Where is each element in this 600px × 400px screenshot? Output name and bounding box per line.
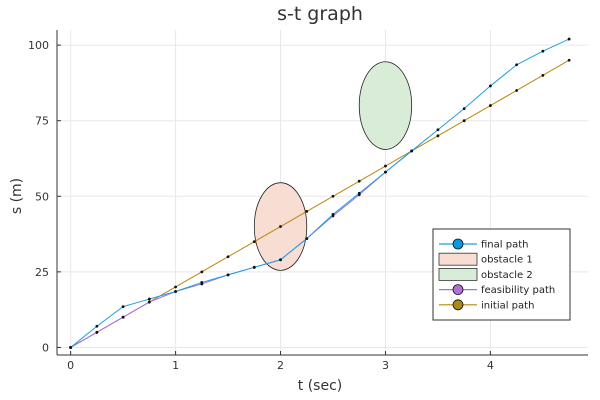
final-path-point-12 <box>384 170 387 174</box>
final-path-point-6 <box>226 273 230 277</box>
feasibility-path-point-2 <box>121 315 125 319</box>
legend-label-initial-path: initial path <box>481 300 534 311</box>
x-tick-label-4: 4 <box>487 359 494 372</box>
x-tick-label-3: 3 <box>382 359 389 372</box>
final-path-point-4 <box>174 290 177 293</box>
initial-path-point-19 <box>567 58 571 62</box>
y-tick-label-3: 75 <box>35 115 49 128</box>
x-tick-label-0: 0 <box>67 359 74 372</box>
legend-marker-feasibility-path <box>452 284 464 296</box>
final-path-point-19 <box>567 37 571 41</box>
legend-label-feasibility-path: feasibility path <box>481 285 555 296</box>
y-tick-label-4: 100 <box>28 39 49 52</box>
grid <box>57 30 588 355</box>
final-path-point-1 <box>95 324 99 328</box>
y-tick-label-0: 0 <box>42 341 49 354</box>
obstacle-2 <box>358 61 413 150</box>
final-path-point-8 <box>279 258 282 262</box>
final-path-point-9 <box>305 237 309 241</box>
initial-path-point-5 <box>200 270 204 274</box>
x-tick-label-1: 1 <box>172 359 179 372</box>
final-path-point-14 <box>436 128 440 132</box>
initial-path-point-6 <box>226 255 230 259</box>
y-tick-label-1: 25 <box>35 266 49 279</box>
initial-path-point-8 <box>279 225 282 228</box>
final-path-line <box>70 38 570 348</box>
final-path-point-16 <box>489 84 492 88</box>
final-path-point-7 <box>252 265 256 269</box>
y-axis-label: s (m) <box>9 178 25 214</box>
legend-marker-initial-path <box>452 299 464 311</box>
axes: 0 1 2 3 4 0 25 50 75 100 <box>28 30 588 372</box>
initial-path-point-16 <box>489 104 492 107</box>
initial-path-point-10 <box>331 194 335 198</box>
x-axis-label: t (sec) <box>298 378 342 394</box>
legend: final path obstacle 1 obstacle 2 feasibilit… <box>432 228 571 321</box>
final-path-point-11 <box>357 191 361 195</box>
legend-swatch-obstacle-1 <box>438 252 478 266</box>
series-layer <box>69 37 571 349</box>
initial-path-point-17 <box>515 89 519 92</box>
initial-path-point-15 <box>462 119 466 123</box>
legend-label-obstacle-2: obstacle 2 <box>481 270 533 281</box>
final-path-point-18 <box>541 49 545 53</box>
final-path-point-5 <box>200 281 204 284</box>
initial-path-point-9 <box>305 209 309 213</box>
final-path-point-2 <box>121 305 125 309</box>
legend-label-obstacle-1: obstacle 1 <box>481 255 533 266</box>
initial-path-point-18 <box>541 73 545 77</box>
feasibility-path-point-1 <box>95 330 99 334</box>
y-tick-label-2: 50 <box>35 190 49 203</box>
final-path-point-17 <box>515 63 519 67</box>
chart-title: s-t graph <box>277 3 363 25</box>
legend-swatch-obstacle-2 <box>438 267 478 281</box>
initial-path-line <box>70 59 570 348</box>
obstacles <box>253 61 413 271</box>
initial-path-point-7 <box>252 240 256 244</box>
final-path-point-3 <box>147 297 151 301</box>
final-path-point-10 <box>331 213 335 216</box>
legend-marker-final-path <box>452 238 464 250</box>
initial-path-point-4 <box>174 285 177 289</box>
final-path-point-15 <box>462 107 466 111</box>
legend-label-final-path: final path <box>481 240 528 251</box>
initial-path-point-11 <box>357 179 361 183</box>
x-tick-label-2: 2 <box>277 359 284 372</box>
initial-path-point-12 <box>384 164 387 168</box>
final-path-point-0 <box>69 346 73 349</box>
initial-path-point-14 <box>436 134 440 138</box>
feasibility-path-point-3 <box>147 300 151 304</box>
final-path-point-13 <box>410 149 414 153</box>
